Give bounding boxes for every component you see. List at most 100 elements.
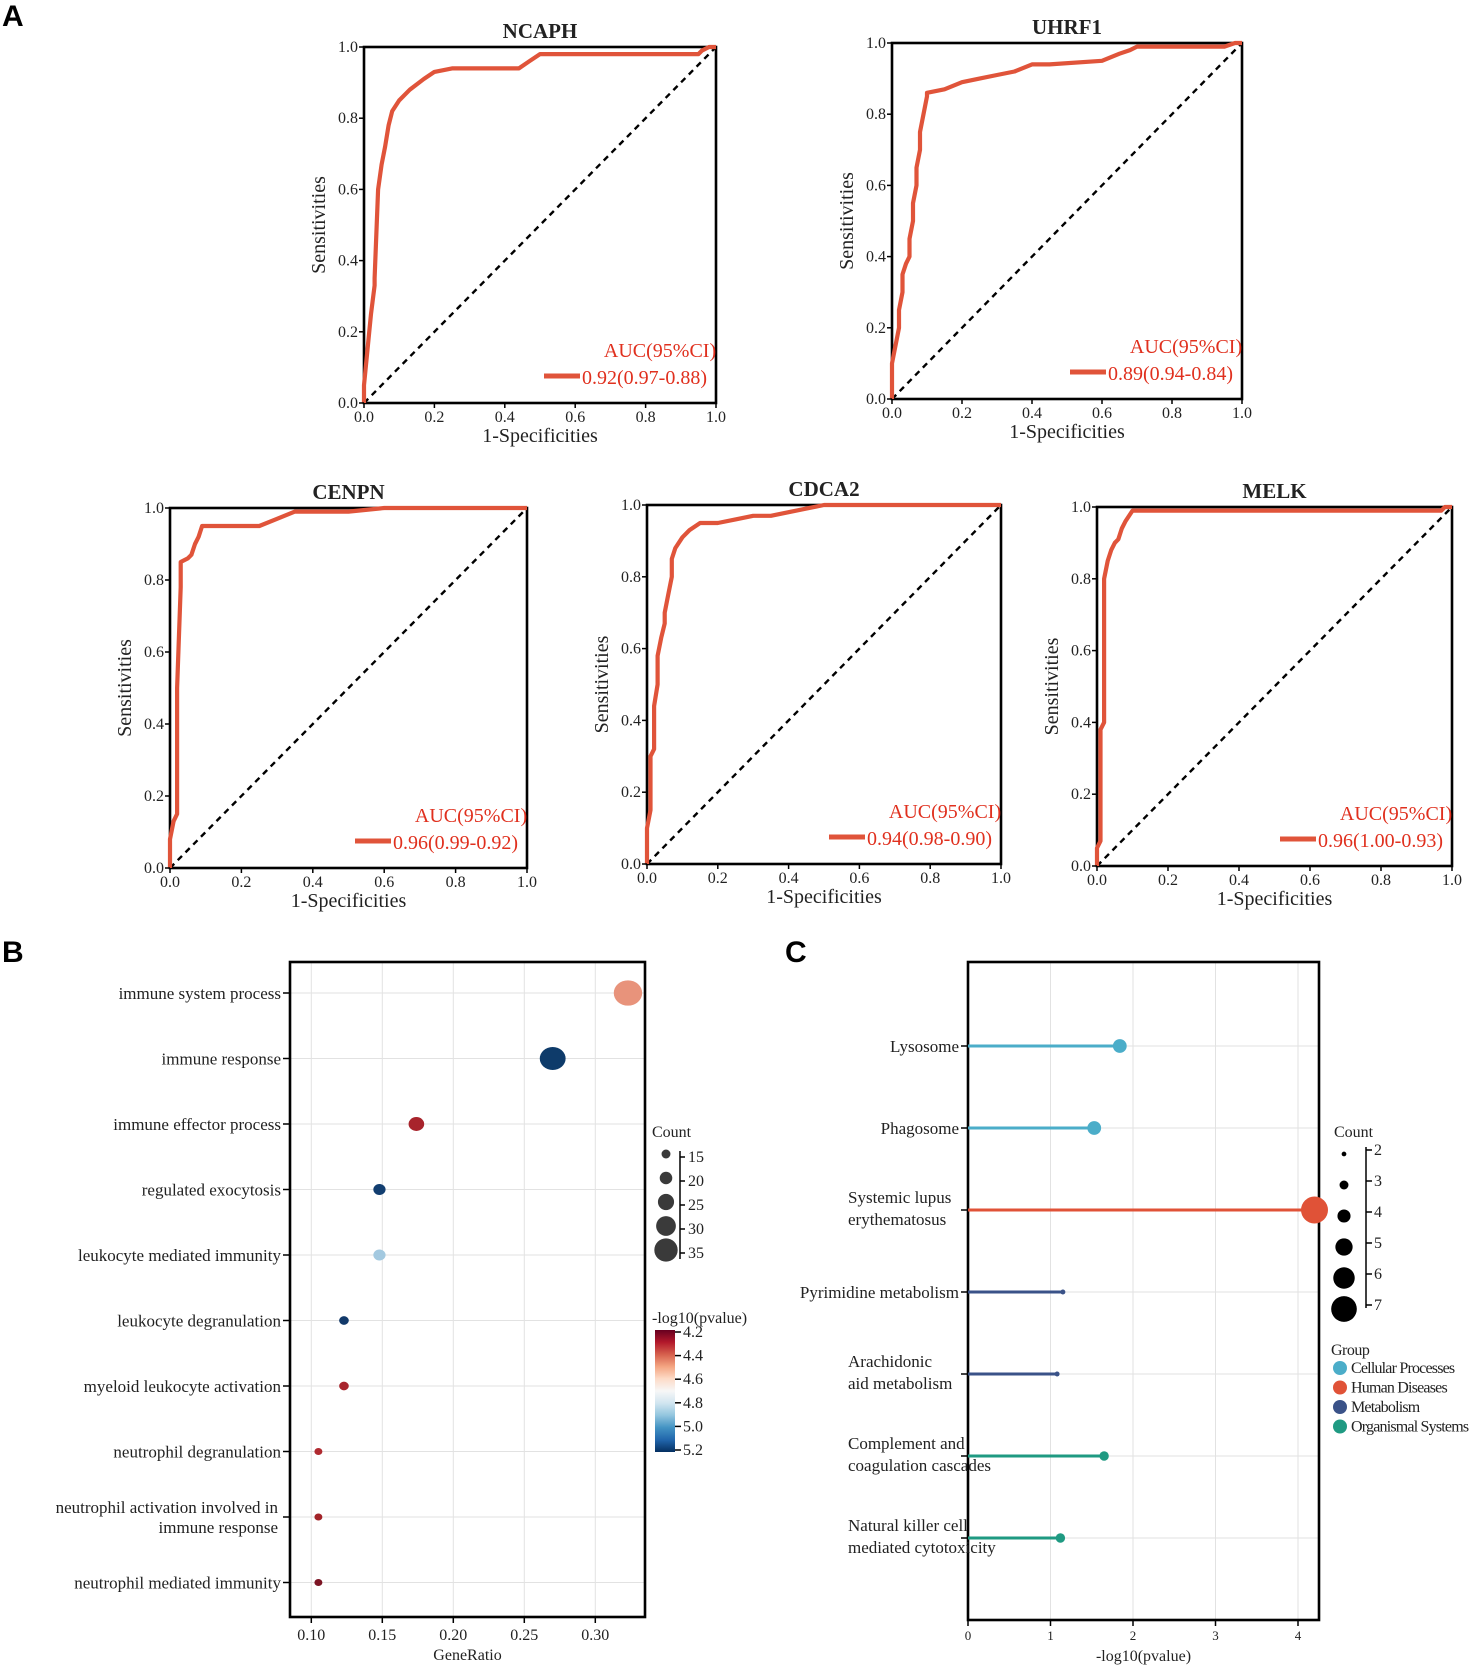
x-axis-label: GeneRatio [433, 1647, 501, 1664]
roc-chart-cdca2: CDCA2 0.00.0 0.2 0.2 0.4 0.4 0.6 0.6 0.8 0.8 1.0 1.… [591, 477, 1011, 908]
pathway-label: Phagosome [881, 1119, 959, 1138]
size-legend-label: 5 [1374, 1235, 1382, 1252]
y-tick-label: 1.0 [621, 497, 641, 514]
reference-diagonal [169, 507, 528, 869]
size-legend-dot [654, 1238, 678, 1262]
auc-value: 0.89(0.94-0.84) [1108, 363, 1233, 385]
x-tick-label: 0.2 [231, 874, 251, 891]
auc-legend-title: AUC(95%CI) [889, 801, 1001, 823]
y-tick-label: 0.8 [866, 106, 886, 123]
group-legend-label: Cellular Processes [1351, 1360, 1455, 1377]
x-tick-label: 0.6 [1300, 872, 1320, 889]
y-tick-label: 0.2 [866, 320, 886, 337]
y-tick-label: 0.0 [144, 860, 164, 877]
go-enrichment-dotplot: immune system process immune response immu… [56, 960, 747, 1664]
chart-title: NCAPH [503, 19, 578, 43]
y-tick-label: 0.0 [1071, 858, 1091, 875]
y-tick-label: 0.0 [338, 395, 358, 412]
size-legend-title: Count [1334, 1124, 1374, 1141]
color-bar-label: 5.2 [683, 1442, 703, 1459]
x-tick-label: 0.6 [1092, 405, 1112, 422]
x-axis-label: 1-Specificities [766, 886, 882, 908]
pathway-label: erythematosus [848, 1210, 946, 1229]
term-label: leukocyte degranulation [117, 1312, 281, 1331]
y-tick-label: 0.4 [621, 712, 641, 729]
y-axis-label: Sensitivities [1041, 637, 1063, 735]
y-tick-label: 0.4 [144, 716, 164, 733]
size-legend-label: 25 [688, 1197, 704, 1214]
chart-title: UHRF1 [1032, 15, 1102, 39]
auc-value: 0.96(0.99-0.92) [393, 832, 518, 854]
size-legend-dot [1331, 1296, 1357, 1322]
x-tick-label: 0.2 [952, 405, 972, 422]
color-bar-label: 4.4 [683, 1348, 703, 1365]
y-tick-label: 0.4 [1071, 714, 1091, 731]
x-axis-label: 1-Specificities [1009, 421, 1125, 443]
x-tick-label: 0.0 [160, 874, 180, 891]
reference-diagonal [1096, 506, 1453, 867]
term-label: immune response [162, 1050, 281, 1069]
x-tick-label: 0.2 [424, 409, 444, 426]
term-dot [314, 1447, 323, 1456]
x-tick-label: 0.2 [708, 870, 728, 887]
lollipop-dot [1099, 1451, 1109, 1461]
panel-label-c: C [785, 936, 807, 969]
size-legend-label: 20 [688, 1173, 704, 1190]
x-tick-label: 0.6 [565, 409, 585, 426]
group-legend-label: Metabolism [1351, 1399, 1421, 1416]
y-tick-label: 0.6 [144, 644, 164, 661]
auc-legend-title: AUC(95%CI) [604, 340, 716, 362]
x-tick-label: 0.8 [1371, 872, 1391, 889]
size-legend-label: 15 [688, 1149, 704, 1166]
x-tick-label: 3 [1212, 1628, 1219, 1643]
x-tick-label: 0.2 [1158, 872, 1178, 889]
x-tick-label: 0.4 [1229, 872, 1249, 889]
x-tick-label: 0 [965, 1628, 972, 1643]
term-label: regulated exocytosis [142, 1181, 281, 1200]
x-axis-label: -log10(pvalue) [1096, 1648, 1191, 1665]
y-tick-label: 0.2 [621, 784, 641, 801]
color-legend-title: -log10(pvalue) [652, 1310, 747, 1327]
x-tick-label: 2 [1130, 1628, 1137, 1643]
plot-frame [890, 41, 1244, 401]
reference-diagonal [646, 504, 1002, 865]
pathway-label: Lysosome [890, 1037, 959, 1056]
size-legend-label: 4 [1374, 1204, 1382, 1221]
auc-value: 0.92(0.97-0.88) [582, 367, 707, 389]
size-legend-label: 35 [688, 1245, 704, 1262]
x-tick-label: 0.15 [368, 1627, 396, 1644]
x-tick-label: 0.4 [779, 870, 799, 887]
y-axis-label: Sensitivities [114, 639, 136, 737]
y-tick-label: 0.0 [866, 391, 886, 408]
term-label: immune system process [119, 984, 281, 1003]
x-tick-label: 0.10 [297, 1627, 325, 1644]
size-legend-dot [1335, 1238, 1353, 1256]
x-tick-label: 0.8 [920, 870, 940, 887]
x-tick-label: 0.6 [374, 874, 394, 891]
size-legend-dot [657, 1193, 675, 1211]
y-tick-label: 0.6 [866, 177, 886, 194]
roc-curve-melk [1094, 504, 1452, 866]
pathway-label: Natural killer cell [848, 1516, 968, 1535]
term-dot [539, 1046, 566, 1071]
x-axis-label: 1-Specificities [1217, 888, 1333, 910]
x-tick-label: 0.8 [636, 409, 656, 426]
y-tick-label: 0.4 [866, 249, 886, 266]
auc-value: 0.94(0.98-0.90) [867, 828, 992, 850]
group-legend-swatch [1333, 1380, 1347, 1395]
x-tick-label: 4 [1295, 1628, 1302, 1643]
y-tick-label: 0.8 [144, 572, 164, 589]
term-dot [373, 1184, 386, 1195]
size-legend-label: 6 [1374, 1266, 1382, 1283]
color-bar-label: 4.6 [683, 1371, 703, 1388]
term-label: neutrophil activation involved in [56, 1498, 279, 1517]
roc-curve-cenpn [167, 505, 527, 868]
group-legend-swatch [1333, 1361, 1347, 1375]
y-tick-label: 0.2 [338, 324, 358, 341]
size-legend-label: 2 [1374, 1142, 1382, 1159]
y-tick-label: 1.0 [144, 500, 164, 517]
pathway-label: mediated cytotoxicity [848, 1538, 996, 1557]
pathway-label: Pyrimidine metabolism [800, 1283, 959, 1302]
term-dot [339, 1381, 349, 1391]
